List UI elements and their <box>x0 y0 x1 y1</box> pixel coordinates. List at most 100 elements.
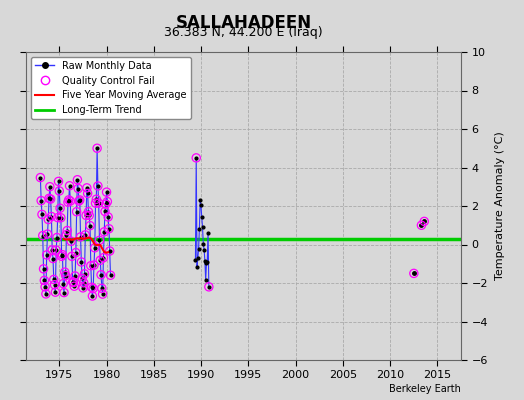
Point <box>100 229 108 235</box>
Point <box>40 277 49 284</box>
Point <box>44 216 52 223</box>
Point <box>75 197 84 203</box>
Point <box>83 185 91 191</box>
Point <box>78 275 86 282</box>
Point <box>89 285 97 292</box>
Y-axis label: Temperature Anomaly (°C): Temperature Anomaly (°C) <box>495 132 505 280</box>
Point <box>46 184 54 190</box>
Point <box>79 285 87 291</box>
Point <box>103 198 112 205</box>
Point <box>68 253 76 260</box>
Point <box>58 253 66 260</box>
Point <box>93 145 101 152</box>
Point <box>80 271 89 277</box>
Point <box>58 252 67 258</box>
Point <box>72 250 80 256</box>
Point <box>75 198 83 204</box>
Point <box>42 291 50 297</box>
Point <box>80 280 88 286</box>
Text: SALLAHADEEN: SALLAHADEEN <box>176 14 312 32</box>
Point <box>97 272 105 278</box>
Point <box>90 262 98 268</box>
Point <box>49 255 57 262</box>
Point <box>67 238 75 244</box>
Point <box>72 208 81 215</box>
Point <box>101 208 109 215</box>
Legend: Raw Monthly Data, Quality Control Fail, Five Year Moving Average, Long-Term Tren: Raw Monthly Data, Quality Control Fail, … <box>31 57 191 119</box>
Point <box>77 234 85 240</box>
Point <box>205 284 213 290</box>
Point <box>38 211 46 218</box>
Point <box>95 237 104 244</box>
Point <box>41 284 49 290</box>
Point <box>56 205 64 212</box>
Point <box>82 212 90 218</box>
Point <box>71 273 79 279</box>
Point <box>47 213 56 220</box>
Point <box>69 279 78 286</box>
Point <box>43 231 52 237</box>
Point <box>417 222 425 228</box>
Point <box>77 259 85 265</box>
Point <box>81 232 90 238</box>
Point <box>88 293 96 299</box>
Point <box>53 234 61 241</box>
Text: Berkeley Earth: Berkeley Earth <box>389 384 461 394</box>
Point <box>52 247 60 253</box>
Point <box>92 196 101 202</box>
Point <box>86 262 95 269</box>
Point <box>192 155 200 161</box>
Point <box>37 198 46 204</box>
Text: 36.383 N, 44.200 E (Iraq): 36.383 N, 44.200 E (Iraq) <box>165 26 323 39</box>
Point <box>91 200 100 206</box>
Point <box>66 198 74 204</box>
Point <box>88 284 96 290</box>
Point <box>105 226 113 232</box>
Point <box>57 214 65 221</box>
Point <box>83 190 92 197</box>
Point <box>61 269 69 275</box>
Point <box>66 182 74 189</box>
Point <box>39 266 48 272</box>
Point <box>86 222 94 229</box>
Point <box>410 270 418 276</box>
Point <box>97 285 106 292</box>
Point <box>105 248 114 254</box>
Point <box>106 272 115 278</box>
Point <box>84 208 93 215</box>
Point <box>39 232 47 239</box>
Point <box>62 232 71 238</box>
Point <box>51 289 60 295</box>
Point <box>45 195 53 202</box>
Point <box>73 176 82 183</box>
Point <box>64 197 73 203</box>
Point <box>74 185 82 192</box>
Point <box>85 212 93 219</box>
Point <box>64 199 72 205</box>
Point <box>70 283 79 289</box>
Point <box>94 183 102 189</box>
Point <box>50 276 58 283</box>
Point <box>54 178 63 185</box>
Point <box>99 291 107 297</box>
Point <box>60 289 68 296</box>
Point <box>47 196 55 202</box>
Point <box>61 272 70 279</box>
Point <box>102 189 111 195</box>
Point <box>102 201 110 207</box>
Point <box>42 252 51 258</box>
Point <box>420 218 429 225</box>
Point <box>99 254 107 261</box>
Point <box>59 280 68 287</box>
Point <box>96 257 104 264</box>
Point <box>104 214 112 220</box>
Point <box>94 200 103 206</box>
Point <box>48 247 57 253</box>
Point <box>55 188 63 194</box>
Point <box>36 174 45 181</box>
Point <box>91 245 99 251</box>
Point <box>53 214 62 221</box>
Point <box>69 278 77 285</box>
Point <box>50 282 59 288</box>
Point <box>63 227 71 234</box>
